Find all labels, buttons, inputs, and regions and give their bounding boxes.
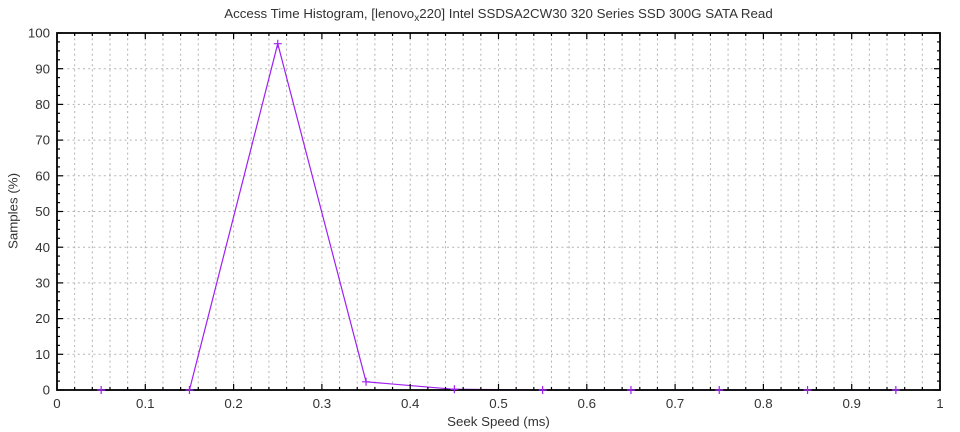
chart-title-prefix: Access Time Histogram, [lenovo <box>224 6 415 21</box>
data-point-marker <box>450 385 459 394</box>
y-tick-label: 70 <box>35 133 50 148</box>
data-point-marker <box>362 377 371 386</box>
x-tick-label: 1 <box>936 396 943 411</box>
y-tick-label: 30 <box>35 276 50 291</box>
data-point-marker <box>626 386 635 394</box>
x-tick-label: 0.3 <box>313 396 332 411</box>
chart-title-suffix: 220] Intel SSDSA2CW30 320 Series SSD 300… <box>419 6 773 21</box>
x-axis-label: Seek Speed (ms) <box>447 414 550 429</box>
x-tick-label: 0.9 <box>842 396 861 411</box>
data-point-marker <box>97 386 106 394</box>
data-point-marker <box>803 386 812 394</box>
y-tick-label: 80 <box>35 97 50 112</box>
y-tick-label: 10 <box>35 347 50 362</box>
y-tick-label: 100 <box>28 26 50 41</box>
data-point-marker <box>185 386 194 394</box>
x-tick-label: 0.8 <box>754 396 773 411</box>
data-point-marker <box>891 386 900 394</box>
y-axis-label: Samples (%) <box>5 172 21 250</box>
y-tick-label: 40 <box>35 240 50 255</box>
x-tick-label: 0.5 <box>489 396 508 411</box>
y-tick-label: 60 <box>35 168 50 183</box>
y-tick-label: 50 <box>35 204 50 219</box>
data-point-marker <box>273 39 282 48</box>
chart-title: Access Time Histogram, [lenovox220] Inte… <box>57 6 940 24</box>
x-tick-label: 0.7 <box>666 396 685 411</box>
chart-title-subscript: x <box>414 13 420 24</box>
x-tick-label: 0 <box>53 396 60 411</box>
x-tick-label: 0.4 <box>401 396 420 411</box>
data-point-marker <box>715 386 724 394</box>
y-tick-label: 0 <box>43 383 50 398</box>
y-tick-label: 20 <box>35 311 50 326</box>
x-tick-label: 0.1 <box>136 396 155 411</box>
x-tick-label: 0.6 <box>578 396 597 411</box>
data-point-marker <box>538 386 547 394</box>
x-tick-label: 0.2 <box>224 396 243 411</box>
y-tick-label: 90 <box>35 61 50 76</box>
